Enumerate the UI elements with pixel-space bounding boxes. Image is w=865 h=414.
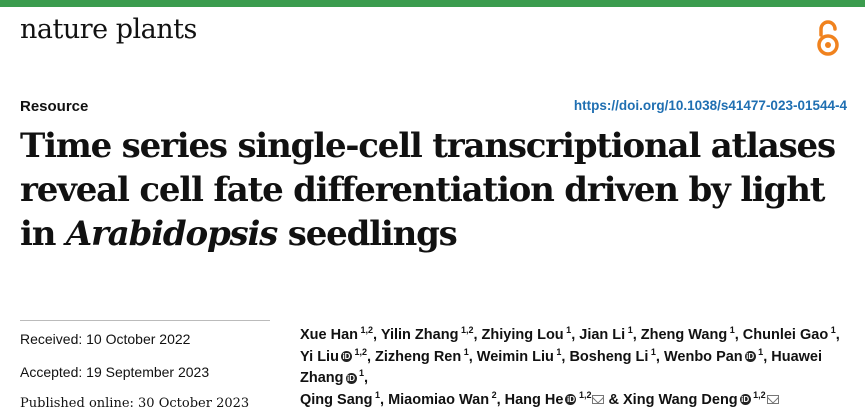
author-name[interactable]: Yilin Zhang [380, 327, 459, 343]
article-type-label: Resource [20, 98, 89, 115]
author-name[interactable]: Yi Liu [300, 348, 339, 365]
open-access-icon [817, 20, 839, 56]
journal-top-bar [0, 0, 865, 7]
author-affiliation: 1,2 [458, 325, 474, 336]
divider [20, 320, 270, 321]
author-name[interactable]: Weimin Liu [476, 348, 554, 365]
author-name[interactable]: Qing Sang [300, 391, 373, 408]
author-affiliation: 1 [755, 346, 764, 357]
author-name[interactable]: Zhiying Lou [481, 327, 564, 343]
author-affiliation: 1,2 [351, 346, 367, 357]
author-name[interactable]: Jian Li [579, 327, 626, 343]
author-affiliation: 1 [648, 346, 656, 357]
received-date: Received: 10 October 2022 [20, 331, 191, 347]
author-affiliation: 1 [563, 325, 572, 336]
author-affiliation: 1 [625, 325, 633, 336]
published-date: Published online: 30 October 2023 [20, 396, 250, 411]
author-name[interactable]: Xue Han [300, 327, 359, 343]
author-name[interactable]: Chunlei Gao [742, 327, 829, 343]
orcid-icon[interactable]: iD [345, 372, 357, 384]
mail-icon[interactable] [766, 395, 779, 405]
author-affiliation: 1 [356, 368, 365, 379]
author-affiliation: 1 [828, 325, 836, 336]
author-affiliation: 1 [553, 346, 562, 357]
orcid-icon[interactable]: iD [739, 394, 751, 406]
journal-name: nature plants [20, 14, 197, 45]
author-affiliation: 2 [489, 389, 497, 400]
title-italic-species: Arabidopsis [65, 214, 278, 254]
author-name[interactable]: Huawei Zhang [300, 348, 823, 387]
doi-link[interactable]: https://doi.org/10.1038/s41477-023-01544… [573, 98, 847, 113]
author-name[interactable]: & Xing Wang Deng [608, 391, 738, 408]
author-name[interactable]: Hang He [504, 391, 564, 408]
author-affiliation: 1 [461, 346, 469, 357]
author-list: Xue Han 1,2, Yilin Zhang 1,2, Zhiying Lo… [300, 325, 840, 408]
orcid-icon[interactable]: iD [340, 351, 352, 363]
title-line-1: Time series single-cell transcriptional … [20, 126, 836, 166]
article-title: Time series single-cell transcriptional … [20, 124, 850, 256]
author-name[interactable]: Wenbo Pan [663, 348, 743, 365]
author-affiliation: 1 [727, 325, 735, 336]
orcid-icon[interactable]: iD [744, 351, 756, 363]
title-line-3: in Arabidopsis seedlings [20, 214, 458, 254]
author-affiliation: 1 [372, 389, 381, 400]
author-name[interactable]: Zheng Wang [640, 327, 728, 343]
mail-icon[interactable] [592, 395, 605, 405]
author-name[interactable]: Miaomiao Wan [388, 391, 490, 408]
author-affiliation: 1,2 [576, 389, 592, 400]
author-name[interactable]: Zizheng Ren [375, 348, 462, 365]
author-name[interactable]: Bosheng Li [569, 348, 649, 365]
title-line-2: reveal cell fate differentiation driven … [20, 170, 825, 210]
accepted-date: Accepted: 19 September 2023 [20, 364, 210, 380]
orcid-icon[interactable]: iD [565, 394, 577, 406]
author-affiliation: 1,2 [750, 389, 766, 400]
author-affiliation: 1,2 [358, 325, 374, 336]
